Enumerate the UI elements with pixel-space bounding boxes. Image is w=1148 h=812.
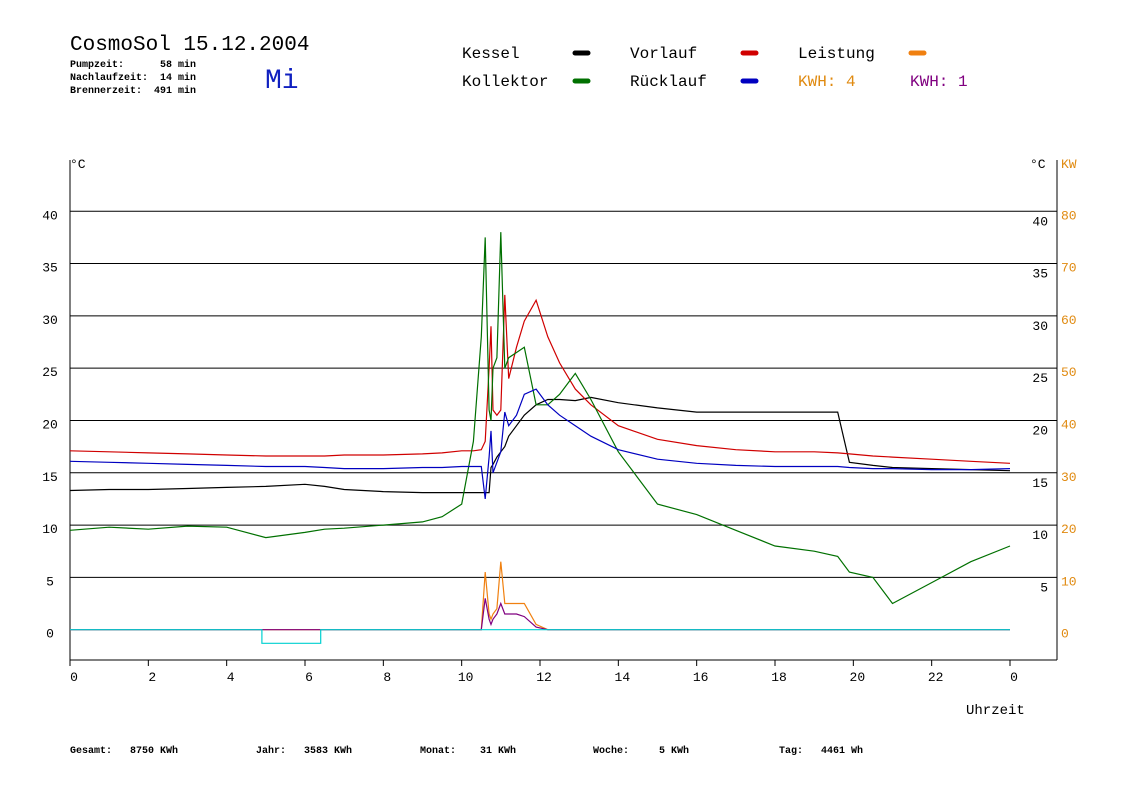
y2-tick-label: 60 [1061,313,1077,328]
series-line [70,561,1010,631]
x-axis-label: Uhrzeit [966,703,1025,719]
y2c-tick-label: 10 [1032,528,1048,543]
total: Tag: 4461 Wh [779,745,863,757]
x-tick-label: 10 [458,670,474,685]
stat: Nachlaufzeit: 14 min [70,72,196,84]
y-tick-label: 25 [42,365,58,380]
x-tick-label: 20 [850,670,866,685]
y-tick-label: 5 [46,574,54,589]
legend-label: Kollektor [462,73,548,91]
y2-tick-label: 80 [1061,208,1077,223]
total: Gesamt: 8750 KWh [70,745,178,757]
y2-tick-label: 30 [1061,470,1077,485]
y2c-tick-label: 35 [1032,267,1048,282]
series-line [69,294,1011,464]
y-tick-label: 35 [42,261,58,276]
y-tick-label: 15 [42,470,58,485]
x-tick-label: 0 [1010,670,1018,685]
x-tick-label: 2 [148,670,156,685]
y2c-tick-label: 25 [1032,371,1048,386]
legend-label: Vorlauf [630,45,697,63]
weekday: Mi [265,66,299,97]
y2-axis-unit-c: °C [1030,157,1046,172]
y-tick-label: 0 [46,627,54,642]
y2-tick-label: 10 [1061,574,1077,589]
stat: Pumpzeit: 58 min [70,59,196,71]
x-tick-label: 0 [70,670,78,685]
y-tick-label: 30 [42,313,58,328]
y-axis-unit: °C [70,157,86,172]
y2c-tick-label: 20 [1032,423,1048,438]
y-tick-label: 20 [42,417,58,432]
series-line [69,388,1011,499]
annotation: KWH: 1 [910,73,968,91]
annotation: KWH: 4 [798,73,856,91]
total: Monat: 31 KWh [420,745,516,757]
y2c-tick-label: 15 [1032,476,1048,491]
total: Jahr: 3583 KWh [256,745,352,757]
x-tick-label: 8 [383,670,391,685]
y2-tick-label: 50 [1061,365,1077,380]
series-line [70,629,1010,644]
y2-tick-label: 20 [1061,522,1077,537]
y2c-tick-label: 40 [1032,214,1048,229]
legend-label: Leistung [798,45,875,63]
legend-label: Kessel [462,45,520,63]
y2c-tick-label: 30 [1032,319,1048,334]
x-tick-label: 16 [693,670,709,685]
x-tick-label: 6 [305,670,313,685]
y-tick-label: 10 [42,522,58,537]
total: Woche: 5 KWh [593,745,689,757]
series-line [70,598,1010,631]
x-tick-label: 14 [615,670,631,685]
y2-axis-unit: KW [1061,157,1077,172]
legend-label: Rücklauf [630,73,707,91]
series-line [69,396,1011,494]
y-tick-label: 40 [42,208,58,223]
y2c-tick-label: 5 [1040,580,1048,595]
y2-tick-label: 70 [1061,261,1077,276]
x-tick-label: 18 [771,670,787,685]
chart-title: CosmoSol 15.12.2004 [70,34,309,57]
series-line [69,232,1011,605]
y2-tick-label: 0 [1061,627,1069,642]
y2-tick-label: 40 [1061,417,1077,432]
x-tick-label: 12 [536,670,552,685]
x-tick-label: 4 [227,670,235,685]
stat: Brennerzeit: 491 min [70,85,196,97]
x-tick-label: 22 [928,670,944,685]
